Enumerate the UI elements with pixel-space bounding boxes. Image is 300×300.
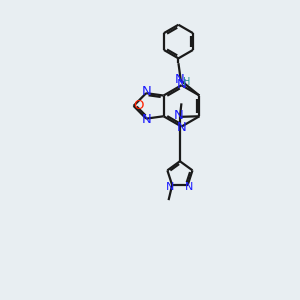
Text: N: N (166, 182, 175, 192)
Text: O: O (133, 99, 144, 112)
Text: N: N (175, 73, 184, 86)
Text: H: H (183, 77, 190, 87)
Text: N: N (142, 113, 152, 126)
Text: N: N (142, 85, 152, 98)
Text: N: N (177, 78, 186, 91)
Text: N: N (177, 121, 186, 134)
Text: N: N (185, 182, 194, 192)
Text: N: N (174, 109, 184, 122)
